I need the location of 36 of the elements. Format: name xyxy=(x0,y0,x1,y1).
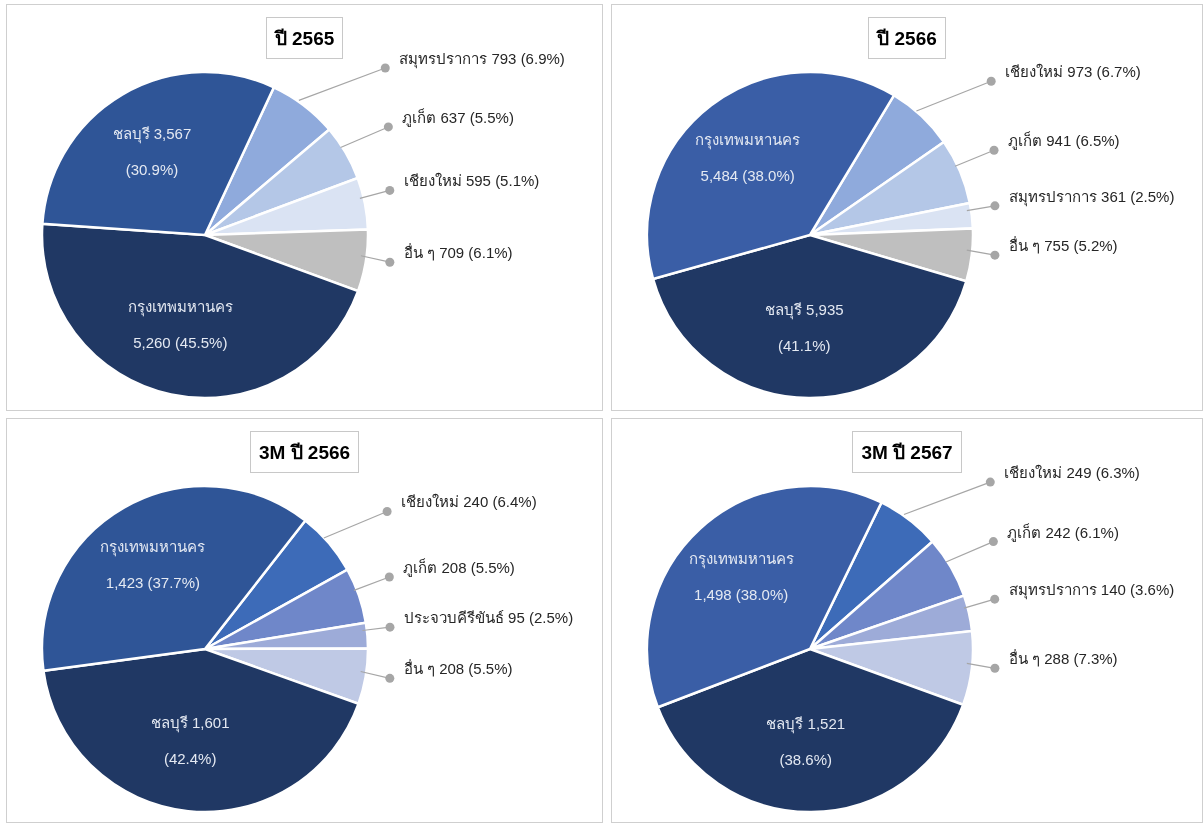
slice-label: เชียงใหม่ 249 (6.3%) xyxy=(1004,464,1140,482)
category-label: ชลบุรี 5,935 xyxy=(764,300,844,318)
slice-label: ภูเก็ต 941 (6.5%) xyxy=(1008,131,1120,151)
slice-label: อื่น ๆ 755 (5.2%) xyxy=(1008,235,1118,255)
slice-label: ประจวบคีรีขันธ์ 95 (2.5%) xyxy=(403,609,574,627)
category-label: ชลบุรี 1,521 xyxy=(766,714,846,732)
slice-label: อื่น ๆ 208 (5.5%) xyxy=(403,658,513,678)
slice-label: อื่น ๆ 288 (7.3%) xyxy=(1008,648,1118,668)
data-label: 1,423 (37.7%) xyxy=(105,574,201,591)
data-label: 5,484 (38.0%) xyxy=(700,166,795,184)
text: (42.4%) xyxy=(163,750,217,768)
slice-label: กรุงเทพมหานคร xyxy=(688,550,794,570)
data-label: 5,260 (45.5%) xyxy=(133,334,228,352)
slice-label: ภูเก็ต 208 (5.5%) xyxy=(403,557,515,577)
data-label: 1,498 (38.0%) xyxy=(694,586,789,604)
slice-label: กรุงเทพมหานคร xyxy=(695,130,801,150)
slice-label: เชียงใหม่ 595 (5.1%) xyxy=(403,172,540,190)
chart-title: 3M ปี 2567 xyxy=(852,431,962,473)
slice-label: ภูเก็ต 637 (5.5%) xyxy=(402,107,514,127)
text: (38.6%) xyxy=(779,750,833,768)
text: (30.9%) xyxy=(125,160,179,178)
text: (41.1%) xyxy=(778,336,831,354)
chart-title: 3M ปี 2566 xyxy=(249,431,360,473)
category-label: ชลบุรี 1,601 xyxy=(150,714,230,732)
slice-label: ภูเก็ต 242 (6.1%) xyxy=(1007,522,1119,542)
slice-label: เชียงใหม่ 973 (6.7%) xyxy=(1005,63,1141,81)
slice-label: สมุทรปราการ 361 (2.5%) xyxy=(1008,187,1175,207)
slice-label: สมุทรปราการ 793 (6.9%) xyxy=(399,49,565,69)
chart-title: ปี 2565 xyxy=(265,17,344,59)
slice-label: เชียงใหม่ 240 (6.4%) xyxy=(401,493,537,511)
slice-label: อื่น ๆ 709 (6.1%) xyxy=(403,242,513,262)
slice-label: กรุงเทพมหานคร xyxy=(100,538,206,557)
slice-label: สมุทรปราการ 140 (3.6%) xyxy=(1008,581,1175,601)
category-label: ชลบุรี 3,567 xyxy=(112,124,192,142)
chart-title: ปี 2566 xyxy=(868,17,946,59)
slice-label: กรุงเทพมหานคร xyxy=(127,298,233,318)
